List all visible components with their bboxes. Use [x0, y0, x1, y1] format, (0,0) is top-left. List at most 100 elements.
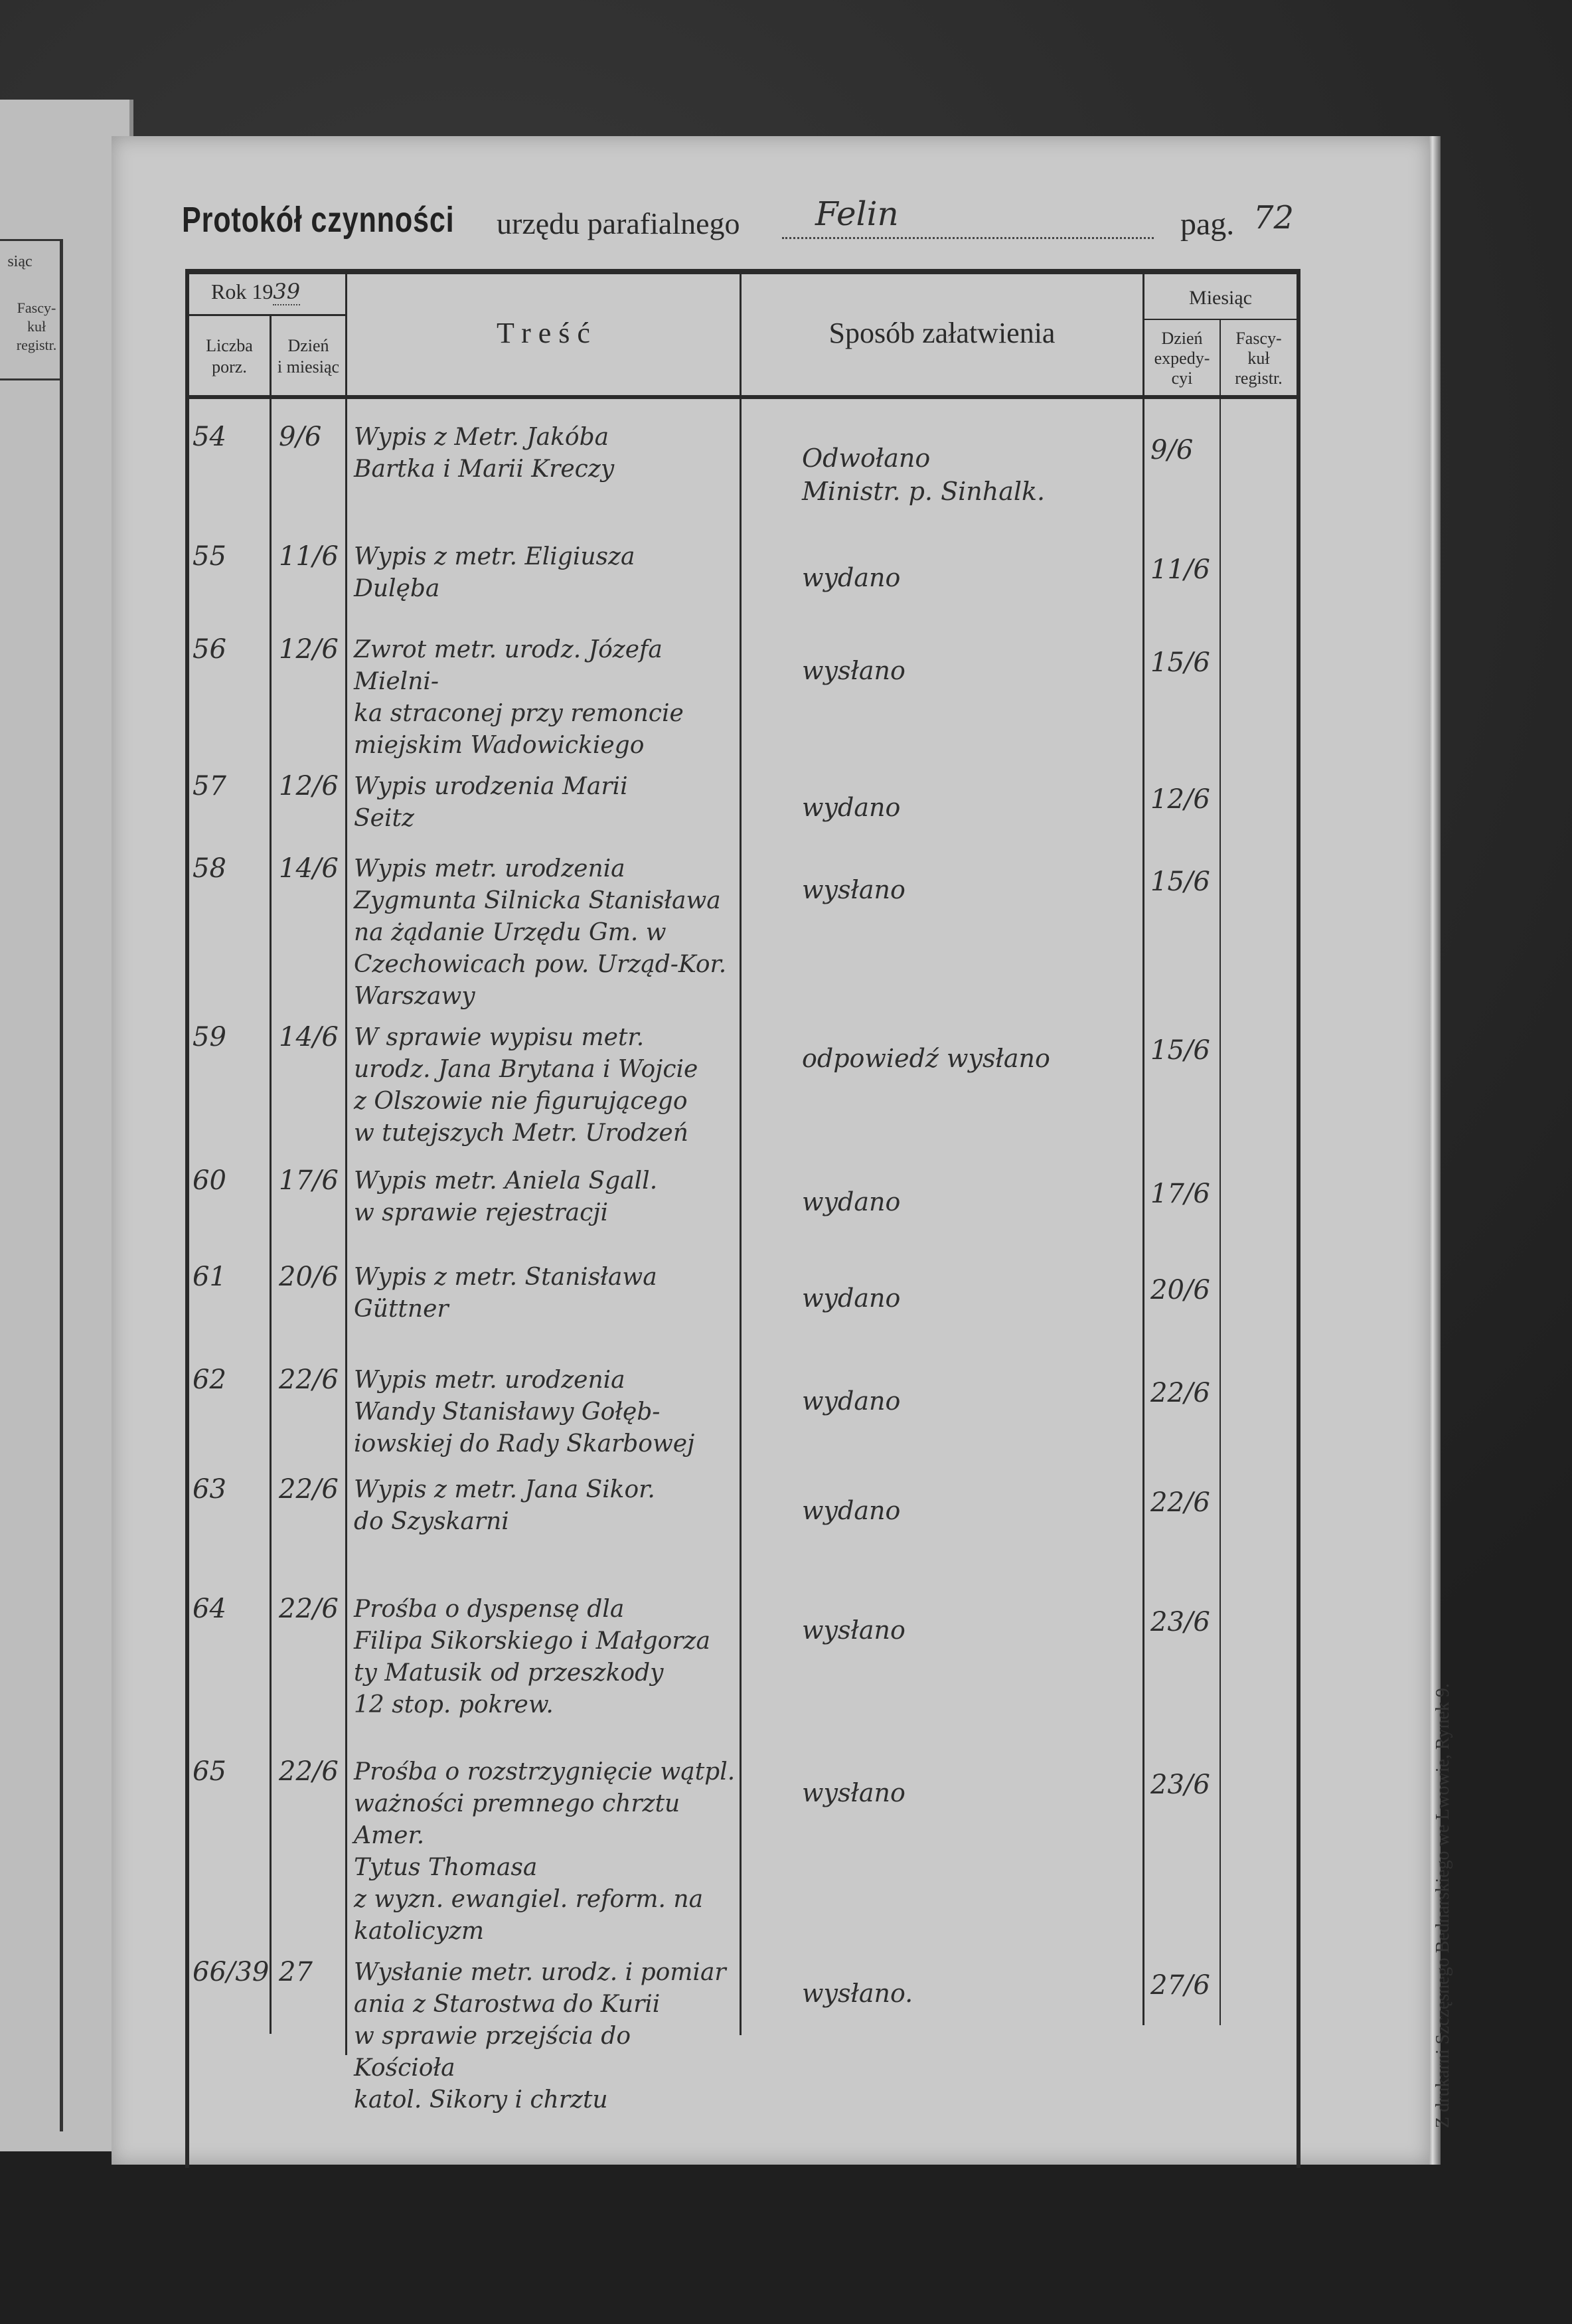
entry-handling-line: wysłano	[802, 656, 905, 685]
entry-number: 56	[193, 634, 226, 665]
entry-number: 57	[193, 771, 226, 801]
year-label-text: Rok 19	[211, 280, 274, 303]
entry-handling: wysłano	[802, 1614, 1134, 1647]
register-page: Protokół czynności urzędu parafialnego F…	[112, 136, 1453, 2168]
entry-dispatch-date: 15/6	[1150, 647, 1210, 678]
entry-handling: wydano	[802, 1384, 1134, 1418]
entry-dispatch-date: 23/6	[1150, 1607, 1210, 1637]
entry-handling: wydano	[802, 791, 1134, 824]
table-rule	[270, 314, 272, 2034]
entry-handling: wysłano	[802, 1776, 1134, 1809]
parish-name: Felin	[815, 195, 899, 233]
handling-column-header: Sposób załatwienia	[828, 317, 1056, 349]
entry-content: Wypis metr. urodzenia Zygmunta Silnicka S…	[354, 853, 736, 1013]
entry-dispatch-date: 20/6	[1150, 1275, 1210, 1305]
entry-content-line: Güttner	[354, 1295, 449, 1323]
entry-handling-line: wysłano	[802, 875, 905, 904]
entry-content-line: ty Matusik od przeszkody	[354, 1659, 664, 1687]
entry-date: 20/6	[279, 1262, 339, 1292]
entry-handling: wydano	[802, 1494, 1134, 1527]
left-page-column-fragment: Fascy- kuł registr.	[16, 299, 57, 353]
entry-content-line: na żądanie Urzędu Gm. w	[354, 919, 667, 946]
entry-content-line: Warszawy	[354, 983, 475, 1010]
entry-content: Wypis metr. Aniela Sgall. w sprawie rejes…	[354, 1165, 736, 1229]
entry-content-line: w sprawie przejścia do Kościoła	[354, 2023, 631, 2082]
entry-handling-line: wydano	[802, 1284, 901, 1313]
table-rule	[189, 314, 345, 316]
entry-dispatch-date: 11/6	[1150, 554, 1210, 585]
month-column-header: Miesiąc	[1189, 287, 1252, 309]
entry-content-line: ka straconej przy remoncie	[354, 700, 684, 727]
entry-date: 22/6	[279, 1756, 339, 1787]
entry-handling: wysłano	[802, 873, 1134, 906]
entry-content-line: w sprawie rejestracji	[354, 1199, 608, 1226]
entry-dispatch-date: 12/6	[1150, 784, 1210, 815]
entry-handling-line: wydano	[802, 563, 901, 592]
entry-content: Wypis urodzenia Marii Seitz	[354, 771, 736, 835]
page-number: 72	[1253, 199, 1295, 236]
entry-content-line: 12 stop. pokrew.	[354, 1691, 554, 1718]
content-column-header: T r e ś ć	[497, 317, 590, 349]
entry-content-line: Wypis urodzenia Marii	[354, 773, 628, 800]
date-column-header: Dzień i miesiąc	[277, 336, 340, 376]
entry-content-line: Wypis z metr. Eligiusza	[354, 543, 635, 570]
entry-date: 14/6	[279, 853, 339, 884]
entry-dispatch-date: 15/6	[1150, 867, 1210, 897]
entry-date: 22/6	[279, 1365, 339, 1395]
left-page-rule	[0, 239, 61, 241]
entry-handling-line: wydano	[802, 793, 901, 822]
entry-number: 61	[193, 1262, 226, 1292]
entry-handling-line: Odwołano	[802, 444, 931, 473]
entry-content-line: miejskim Wadowickiego	[354, 732, 645, 759]
entry-content-line: Wypis metr. Aniela Sgall.	[354, 1167, 658, 1195]
entry-content: Zwrot metr. urodz. Józefa Mielni-ka stra…	[354, 634, 736, 762]
printer-imprint: Z drukarni Szczęsnego Bednarskiego we Lw…	[1433, 1683, 1453, 2128]
entry-date: 27	[279, 1957, 313, 1987]
table-rule	[1297, 269, 1300, 2168]
entry-date: 12/6	[279, 771, 339, 801]
entry-content: Wypis z metr. Stanisława Güttner	[354, 1262, 736, 1325]
entry-content: Wysłanie metr. urodz. i pomiar ania z Sta…	[354, 1957, 736, 2116]
entry-content-line: katol. Sikory i chrztu	[354, 2086, 608, 2114]
year-value: 39	[273, 279, 301, 305]
entry-content: Prośba o dyspensę dla Filipa Sikorskiego …	[354, 1594, 736, 1721]
entry-number: 62	[193, 1365, 226, 1395]
entry-dispatch-date: 22/6	[1150, 1378, 1210, 1408]
entry-content-line: w tutejszych Metr. Urodzeń	[354, 1120, 688, 1147]
entry-content: Wypis z Metr. Jakóba Bartka i Marii Krecz…	[354, 422, 736, 485]
table-rule	[1142, 272, 1144, 2025]
entry-content-line: Czechowicach pow. Urząd-Kor.	[354, 951, 727, 978]
left-page-rule	[0, 378, 61, 380]
entry-content-line: do Szyskarni	[354, 1508, 509, 1535]
entry-handling-line: wydano	[802, 1496, 901, 1525]
entry-content-line: Wysłanie metr. urodz. i pomiar	[354, 1959, 726, 1986]
table-rule	[185, 269, 1300, 274]
entry-content-line: Filipa Sikorskiego i Małgorza	[354, 1627, 710, 1655]
entry-content-line: W sprawie wypisu metr.	[354, 1024, 645, 1051]
entry-handling-line: wysłano	[802, 1616, 905, 1645]
entry-dispatch-date: 9/6	[1150, 435, 1194, 465]
entry-handling: wydano	[802, 561, 1134, 594]
entry-content-line: Seitz	[354, 805, 414, 832]
fascicle-column-header: Fascy- kuł registr.	[1235, 329, 1283, 388]
entry-content-line: Zwrot metr. urodz. Józefa Mielni-	[354, 636, 663, 695]
entry-content-line: Bartka i Marii Kreczy	[354, 456, 615, 483]
entry-date: 22/6	[279, 1594, 339, 1624]
entry-number: 64	[193, 1594, 226, 1624]
entry-dispatch-date: 17/6	[1150, 1179, 1210, 1209]
entry-number: 55	[193, 541, 226, 572]
entry-content: Wypis z metr. Eligiusza Dulęba	[354, 541, 736, 605]
entry-date: 14/6	[279, 1022, 339, 1052]
entry-content-line: urodz. Jana Brytana i Wojcie	[354, 1056, 698, 1083]
entry-handling: wysłano	[802, 654, 1134, 687]
entry-handling-line: wydano	[802, 1187, 901, 1216]
number-column-header: Liczba porz.	[206, 336, 253, 376]
table-rule	[345, 269, 347, 2055]
entry-content-line: Wypis z metr. Jana Sikor.	[354, 1476, 655, 1503]
entry-date: 9/6	[279, 422, 322, 452]
entry-dispatch-date: 15/6	[1150, 1035, 1210, 1066]
entry-content-line: Prośba o rozstrzygnięcie wątpl.	[354, 1758, 736, 1785]
entry-content-line: iowskiej do Rady Skarbowej	[354, 1430, 695, 1457]
year-label: Rok 1939	[211, 279, 344, 305]
entry-content-line: Wypis metr. urodzenia	[354, 855, 625, 882]
